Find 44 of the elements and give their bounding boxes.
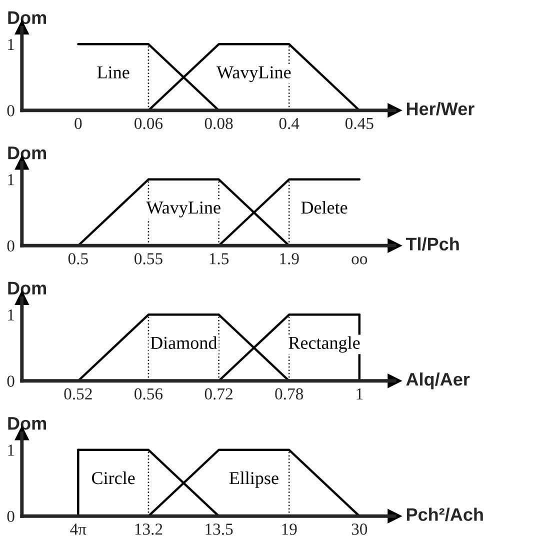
x-tick-label: 0.5 <box>68 253 88 264</box>
x-tick-label: 0.08 <box>204 118 233 130</box>
x-tick-label: 0.56 <box>134 388 163 400</box>
y-tick-label: 1 <box>8 309 14 320</box>
y-tick-label: 1 <box>8 38 14 50</box>
series-label: WavyLine <box>146 202 220 218</box>
y-axis-title: Dom <box>8 146 46 160</box>
x-tick-label: 1.9 <box>280 253 299 264</box>
y-tick-label: 0 <box>7 105 14 116</box>
series-label: Ellipse <box>229 472 278 488</box>
x-tick-label: 0.78 <box>275 388 304 400</box>
x-tick-label: 13.5 <box>206 524 233 535</box>
x-axis-title: Her/Wer <box>406 102 474 116</box>
x-tick-label: 0.72 <box>204 388 232 400</box>
x-tick-label: 0.45 <box>345 118 374 130</box>
y-tick-label: 0 <box>7 240 14 252</box>
series-label: Rectangle <box>288 336 360 353</box>
x-tick-label: 1 <box>356 388 363 400</box>
x-tick-label: 19 <box>282 524 297 535</box>
series-label: Diamond <box>150 336 218 349</box>
x-tick-label: 0 <box>74 118 82 130</box>
x-tick-label: 30 <box>352 524 368 535</box>
x-axis-title: Tl/Pch <box>406 237 459 251</box>
y-tick-label: 1 <box>8 174 14 186</box>
x-axis-title: Alq/Aer <box>406 372 470 390</box>
x-tick-label: 1.5 <box>210 253 229 264</box>
series-label: Line <box>97 66 130 78</box>
y-tick-label: 0 <box>7 376 14 387</box>
x-tick-label: 4π <box>70 524 86 535</box>
y-axis-title: Dom <box>8 417 46 430</box>
x-tick-label: 13.2 <box>135 524 162 535</box>
x-tick-label: 0.55 <box>134 253 162 264</box>
y-axis-title: Dom <box>8 282 46 295</box>
x-tick-label: oo <box>352 256 368 264</box>
x-axis-title: Pch²/Ach <box>406 508 483 522</box>
series-label: Delete <box>301 201 348 214</box>
y-axis-title: Dom <box>8 11 46 24</box>
y-tick-label: 1 <box>8 444 14 456</box>
series-label: Circle <box>92 472 135 484</box>
x-tick-label: 0.06 <box>134 118 163 130</box>
series-label: WavyLine <box>216 66 291 82</box>
x-tick-label: 0.4 <box>279 118 300 130</box>
y-tick-label: 0 <box>7 510 14 522</box>
x-tick-label: 0.52 <box>64 388 92 400</box>
